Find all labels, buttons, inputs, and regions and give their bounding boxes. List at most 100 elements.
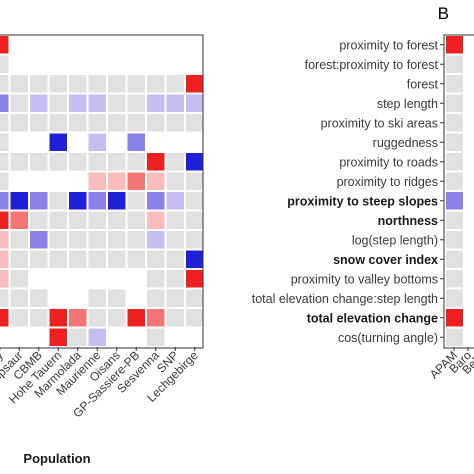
panel-a-cell	[186, 172, 204, 190]
panel-a-cell	[30, 231, 48, 249]
panel-a-cell	[127, 309, 145, 327]
panel-a-cell	[88, 270, 106, 288]
panel-a-cell	[49, 55, 67, 73]
panel-a-cell	[69, 328, 87, 346]
panel-a-cell	[69, 153, 87, 171]
panel-a-cell	[147, 328, 165, 346]
panel-a-cell	[10, 231, 28, 249]
panel-b-cell	[446, 328, 463, 346]
panel-a-cell	[166, 55, 184, 73]
panel-a-cell	[108, 36, 126, 54]
covariate-label: cos(turning angle)	[338, 331, 438, 345]
panel-a-cell	[10, 36, 28, 54]
panel-a-x-ticks	[0, 347, 196, 351]
panel-a-cell	[69, 114, 87, 132]
panel-a-cell	[186, 114, 204, 132]
panel-a-cell	[147, 94, 165, 112]
panel-a-cell	[88, 192, 106, 210]
panel-a-cell	[30, 192, 48, 210]
panel-a-cell	[127, 36, 145, 54]
panel-a-cell	[30, 172, 48, 190]
panel-a-cell	[127, 153, 145, 171]
panel-a-cell	[108, 328, 126, 346]
covariate-label: snow cover index	[333, 253, 438, 267]
panel-a-cell	[127, 55, 145, 73]
panel-a-cell	[127, 328, 145, 346]
panel-a-cell	[147, 289, 165, 307]
covariate-label: total elevation change:step length	[252, 292, 438, 306]
panel-a-cell	[49, 211, 67, 229]
panel-a-cell	[186, 289, 204, 307]
panel-a-cell	[30, 55, 48, 73]
panel-a-cell	[186, 309, 204, 327]
panel-a-cell	[147, 231, 165, 249]
panel-a-cell	[69, 309, 87, 327]
panel-a-cell	[49, 289, 67, 307]
panel-a-cell	[10, 133, 28, 151]
panel-a-cell	[0, 289, 9, 307]
panel-a-cell	[10, 192, 28, 210]
panel-a-cell	[88, 114, 106, 132]
panel-a-cell	[88, 55, 106, 73]
panel-a-cell	[0, 153, 9, 171]
panel-b-cell	[446, 192, 463, 210]
panel-a-cell	[0, 55, 9, 73]
panel-a-cell	[186, 133, 204, 151]
panel-a-cell	[88, 289, 106, 307]
covariate-label: proximity to ski areas	[321, 116, 438, 130]
panel-a-cell	[166, 231, 184, 249]
panel-a-cell	[108, 192, 126, 210]
panel-a-cell	[69, 192, 87, 210]
panel-a-cell	[10, 94, 28, 112]
panel-a-cell	[147, 192, 165, 210]
panel-a-cell	[166, 289, 184, 307]
panel-a-cell	[147, 114, 165, 132]
panel-a-cell	[0, 309, 9, 327]
panel-a-cell	[10, 328, 28, 346]
covariate-label: ruggedness	[373, 136, 438, 150]
panel-a-cell	[166, 75, 184, 93]
panel-a-cell	[186, 231, 204, 249]
panel-a-cell	[186, 55, 204, 73]
panel-a-cell	[0, 250, 9, 268]
panel-a-cell	[127, 289, 145, 307]
panel-a-cell	[0, 94, 9, 112]
panel-a-cell	[147, 270, 165, 288]
panel-a-cell	[49, 36, 67, 54]
panel-a-cell	[186, 211, 204, 229]
panel-a-cell	[49, 192, 67, 210]
panel-a-cell	[108, 270, 126, 288]
panel-letter-b: B	[438, 4, 449, 23]
panel-a-cell	[88, 328, 106, 346]
panel-a-cell	[166, 114, 184, 132]
panel-a-cell	[108, 153, 126, 171]
panel-b-y-labels: proximity to forest forest:proximity to f…	[252, 38, 439, 345]
panel-a-cell	[30, 328, 48, 346]
panel-a-cell	[166, 211, 184, 229]
panel-a-cell	[69, 75, 87, 93]
panel-b-y-ticks	[440, 44, 444, 338]
panel-a-cell	[10, 309, 28, 327]
panel-a-cell	[0, 114, 9, 132]
panel-a-cell	[108, 211, 126, 229]
panel-a-cell	[30, 250, 48, 268]
panel-a-cell	[147, 75, 165, 93]
panel-a-cell	[49, 114, 67, 132]
panel-a-cell	[10, 153, 28, 171]
panel-a-cell	[186, 153, 204, 171]
panel-a-cell	[166, 94, 184, 112]
panel-a-cell	[0, 270, 9, 288]
covariate-label: proximity to valley bottoms	[291, 272, 438, 286]
panel-a-cell	[166, 36, 184, 54]
panel-a-cell	[49, 133, 67, 151]
covariate-label: forest:proximity to forest	[305, 58, 439, 72]
panel-b-cell	[446, 309, 463, 327]
panel-a-cell	[30, 75, 48, 93]
panel-a-cell	[30, 289, 48, 307]
panel-a-cell	[49, 75, 67, 93]
panel-a-cell	[10, 172, 28, 190]
panel-a-cell	[108, 114, 126, 132]
panel-a-cell	[88, 133, 106, 151]
panel-a-cell	[166, 153, 184, 171]
panel-a-cell	[30, 133, 48, 151]
